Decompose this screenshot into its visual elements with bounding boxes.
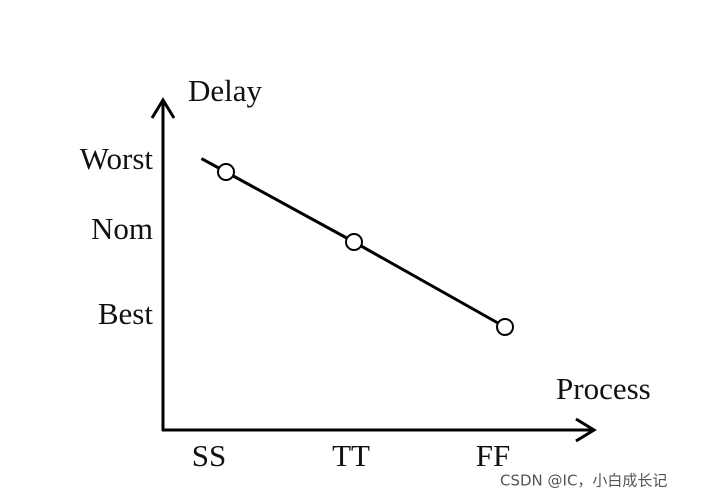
x-axis-arrow — [575, 417, 597, 443]
y-tick-label: Worst — [80, 141, 154, 176]
point — [496, 318, 514, 336]
x-tick-label: SS — [192, 438, 226, 473]
y-tick-label: Best — [98, 296, 154, 331]
axes — [150, 97, 597, 443]
y-axis-arrow — [150, 97, 176, 119]
watermark: CSDN @IC，小白成长记 — [500, 472, 667, 490]
x-tick-label: TT — [332, 438, 370, 473]
point — [217, 163, 235, 181]
point — [345, 233, 363, 251]
y-tick-label: Nom — [91, 211, 153, 246]
x-axis-label: Process — [556, 371, 651, 406]
x-tick-label: FF — [476, 438, 510, 473]
y-axis-label: Delay — [188, 73, 263, 108]
